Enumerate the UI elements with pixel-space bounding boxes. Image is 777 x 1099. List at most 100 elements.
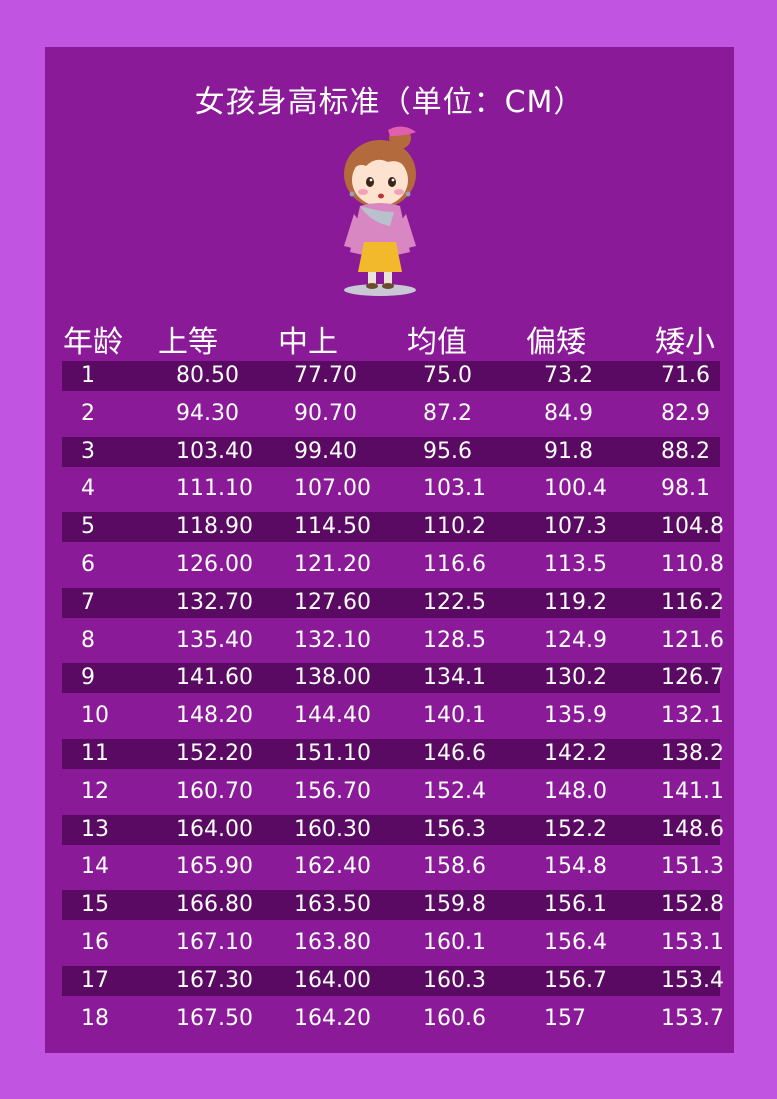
table-cell: 163.80: [294, 930, 371, 955]
table-cell: 151.10: [294, 741, 371, 766]
table-cell: 124.9: [544, 627, 607, 653]
table-cell: 88.2: [661, 438, 710, 464]
table-cell: 8: [81, 627, 95, 653]
table-cell: 160.6: [423, 1005, 486, 1031]
table-cell: 135.9: [544, 703, 607, 729]
table-row: 6 126.00 121.20 116.6 113.5 110.8: [62, 550, 724, 580]
table-cell: 103.40: [176, 438, 253, 464]
table-cell: 160.3: [423, 967, 486, 993]
header-upper-middle: 中上: [278, 325, 338, 360]
table-cell: 152.2: [544, 816, 607, 842]
table-cell: 135.40: [176, 627, 253, 653]
table-row: 14 165.90 162.40 158.6 154.8 151.3: [62, 852, 724, 882]
table-cell: 160.1: [423, 930, 486, 955]
table-cell: 153.4: [661, 967, 724, 993]
table-row: 10 148.20 144.40 140.1 135.9 132.1: [62, 701, 724, 731]
table-cell: 156.7: [544, 967, 607, 993]
table-row: 11 152.20 151.10 146.6 142.2 138.2: [62, 739, 724, 769]
table-cell: 141.1: [661, 778, 724, 804]
table-cell: 154.8: [544, 854, 607, 880]
table-row: 3 103.40 99.40 95.6 91.8 88.2: [62, 436, 720, 467]
table-cell: 116.6: [423, 552, 486, 577]
chart-panel: 女孩身高标准（单位：CM）: [45, 47, 734, 1053]
header-age: 年龄: [63, 325, 123, 360]
table-cell: 164.20: [294, 1005, 371, 1031]
table-cell: 152.20: [176, 741, 253, 766]
table-cell: 153.1: [661, 930, 724, 955]
table-cell: 126.7: [661, 665, 724, 691]
table-cell: 132.1: [661, 703, 724, 729]
table-row: 18 167.50 164.20 160.6 157 153.7: [62, 1004, 724, 1034]
table-cell: 94.30: [176, 400, 239, 426]
table-cell: 148.0: [544, 778, 607, 804]
table-cell: 4: [81, 476, 95, 502]
table-cell: 158.6: [423, 854, 486, 880]
table-cell: 132.70: [176, 589, 253, 615]
table-row: 5 118.90 114.50 110.2 107.3 104.8: [62, 512, 724, 543]
table-cell: 90.70: [294, 400, 357, 426]
table-cell: 98.1: [661, 476, 710, 502]
table-cell: 164.00: [294, 967, 371, 993]
table-cell: 127.60: [294, 589, 371, 615]
table-cell: 126.00: [176, 552, 253, 577]
table-cell: 160.70: [176, 778, 253, 804]
table-row: 16 167.10 163.80 160.1 156.4 153.1: [62, 928, 724, 958]
table-row: 8 135.40 132.10 128.5 124.9 121.6: [62, 626, 724, 656]
table-cell: 156.3: [423, 816, 486, 842]
table-cell: 110.2: [423, 514, 486, 540]
table-cell: 141.60: [176, 665, 253, 691]
table-cell: 165.90: [176, 854, 253, 880]
table-row: 4 111.10 107.00 103.1 100.4 98.1: [62, 474, 720, 504]
table-cell: 100.4: [544, 476, 607, 502]
table-cell: 17: [81, 967, 109, 993]
table-cell: 148.6: [661, 816, 724, 842]
table-cell: 142.2: [544, 741, 607, 766]
table-cell: 11: [81, 741, 109, 766]
table-cell: 104.8: [661, 514, 724, 540]
header-slightly-short: 偏矮: [526, 325, 586, 360]
table-cell: 138.2: [661, 741, 724, 766]
table-cell: 3: [81, 438, 95, 464]
header-short: 矮小: [655, 325, 715, 360]
table-cell: 107.3: [544, 514, 607, 540]
table-cell: 13: [81, 816, 109, 842]
table-row: 13 164.00 160.30 156.3 152.2 148.6: [62, 814, 724, 845]
table-cell: 113.5: [544, 552, 607, 577]
table-cell: 160.30: [294, 816, 371, 842]
table-cell: 153.7: [661, 1005, 724, 1031]
table-cell: 167.10: [176, 930, 253, 955]
table-cell: 91.8: [544, 438, 593, 464]
table-cell: 122.5: [423, 589, 486, 615]
table-cell: 118.90: [176, 514, 253, 540]
table-cell: 6: [81, 552, 95, 577]
table-cell: 71.6: [661, 363, 710, 388]
table-cell: 151.3: [661, 854, 724, 880]
table-cell: 130.2: [544, 665, 607, 691]
table-cell: 2: [81, 400, 95, 426]
table-cell: 156.70: [294, 778, 371, 804]
table-row: 7 132.70 127.60 122.5 119.2 116.2: [62, 587, 724, 618]
table-cell: 159.8: [423, 892, 486, 918]
table-cell: 167.50: [176, 1005, 253, 1031]
table-row: 17 167.30 164.00 160.3 156.7 153.4: [62, 965, 724, 996]
table-cell: 12: [81, 778, 109, 804]
table-cell: 121.6: [661, 627, 724, 653]
table-header: 年龄 上等 中上 均值 偏矮 矮小: [45, 317, 734, 360]
table-cell: 148.20: [176, 703, 253, 729]
table-row: 2 94.30 90.70 87.2 84.9 82.9: [62, 399, 720, 429]
table-cell: 95.6: [423, 438, 472, 464]
table-cell: 167.30: [176, 967, 253, 993]
table-cell: 144.40: [294, 703, 371, 729]
table-cell: 140.1: [423, 703, 486, 729]
table-cell: 14: [81, 854, 109, 880]
table-cell: 84.9: [544, 400, 593, 426]
table-cell: 152.4: [423, 778, 486, 804]
table-cell: 156.4: [544, 930, 607, 955]
table-cell: 162.40: [294, 854, 371, 880]
table-cell: 73.2: [544, 363, 593, 388]
table-cell: 80.50: [176, 363, 239, 388]
table-cell: 152.8: [661, 892, 724, 918]
table-cell: 164.00: [176, 816, 253, 842]
table-cell: 103.1: [423, 476, 486, 502]
table-row: 12 160.70 156.70 152.4 148.0 141.1: [62, 777, 724, 807]
